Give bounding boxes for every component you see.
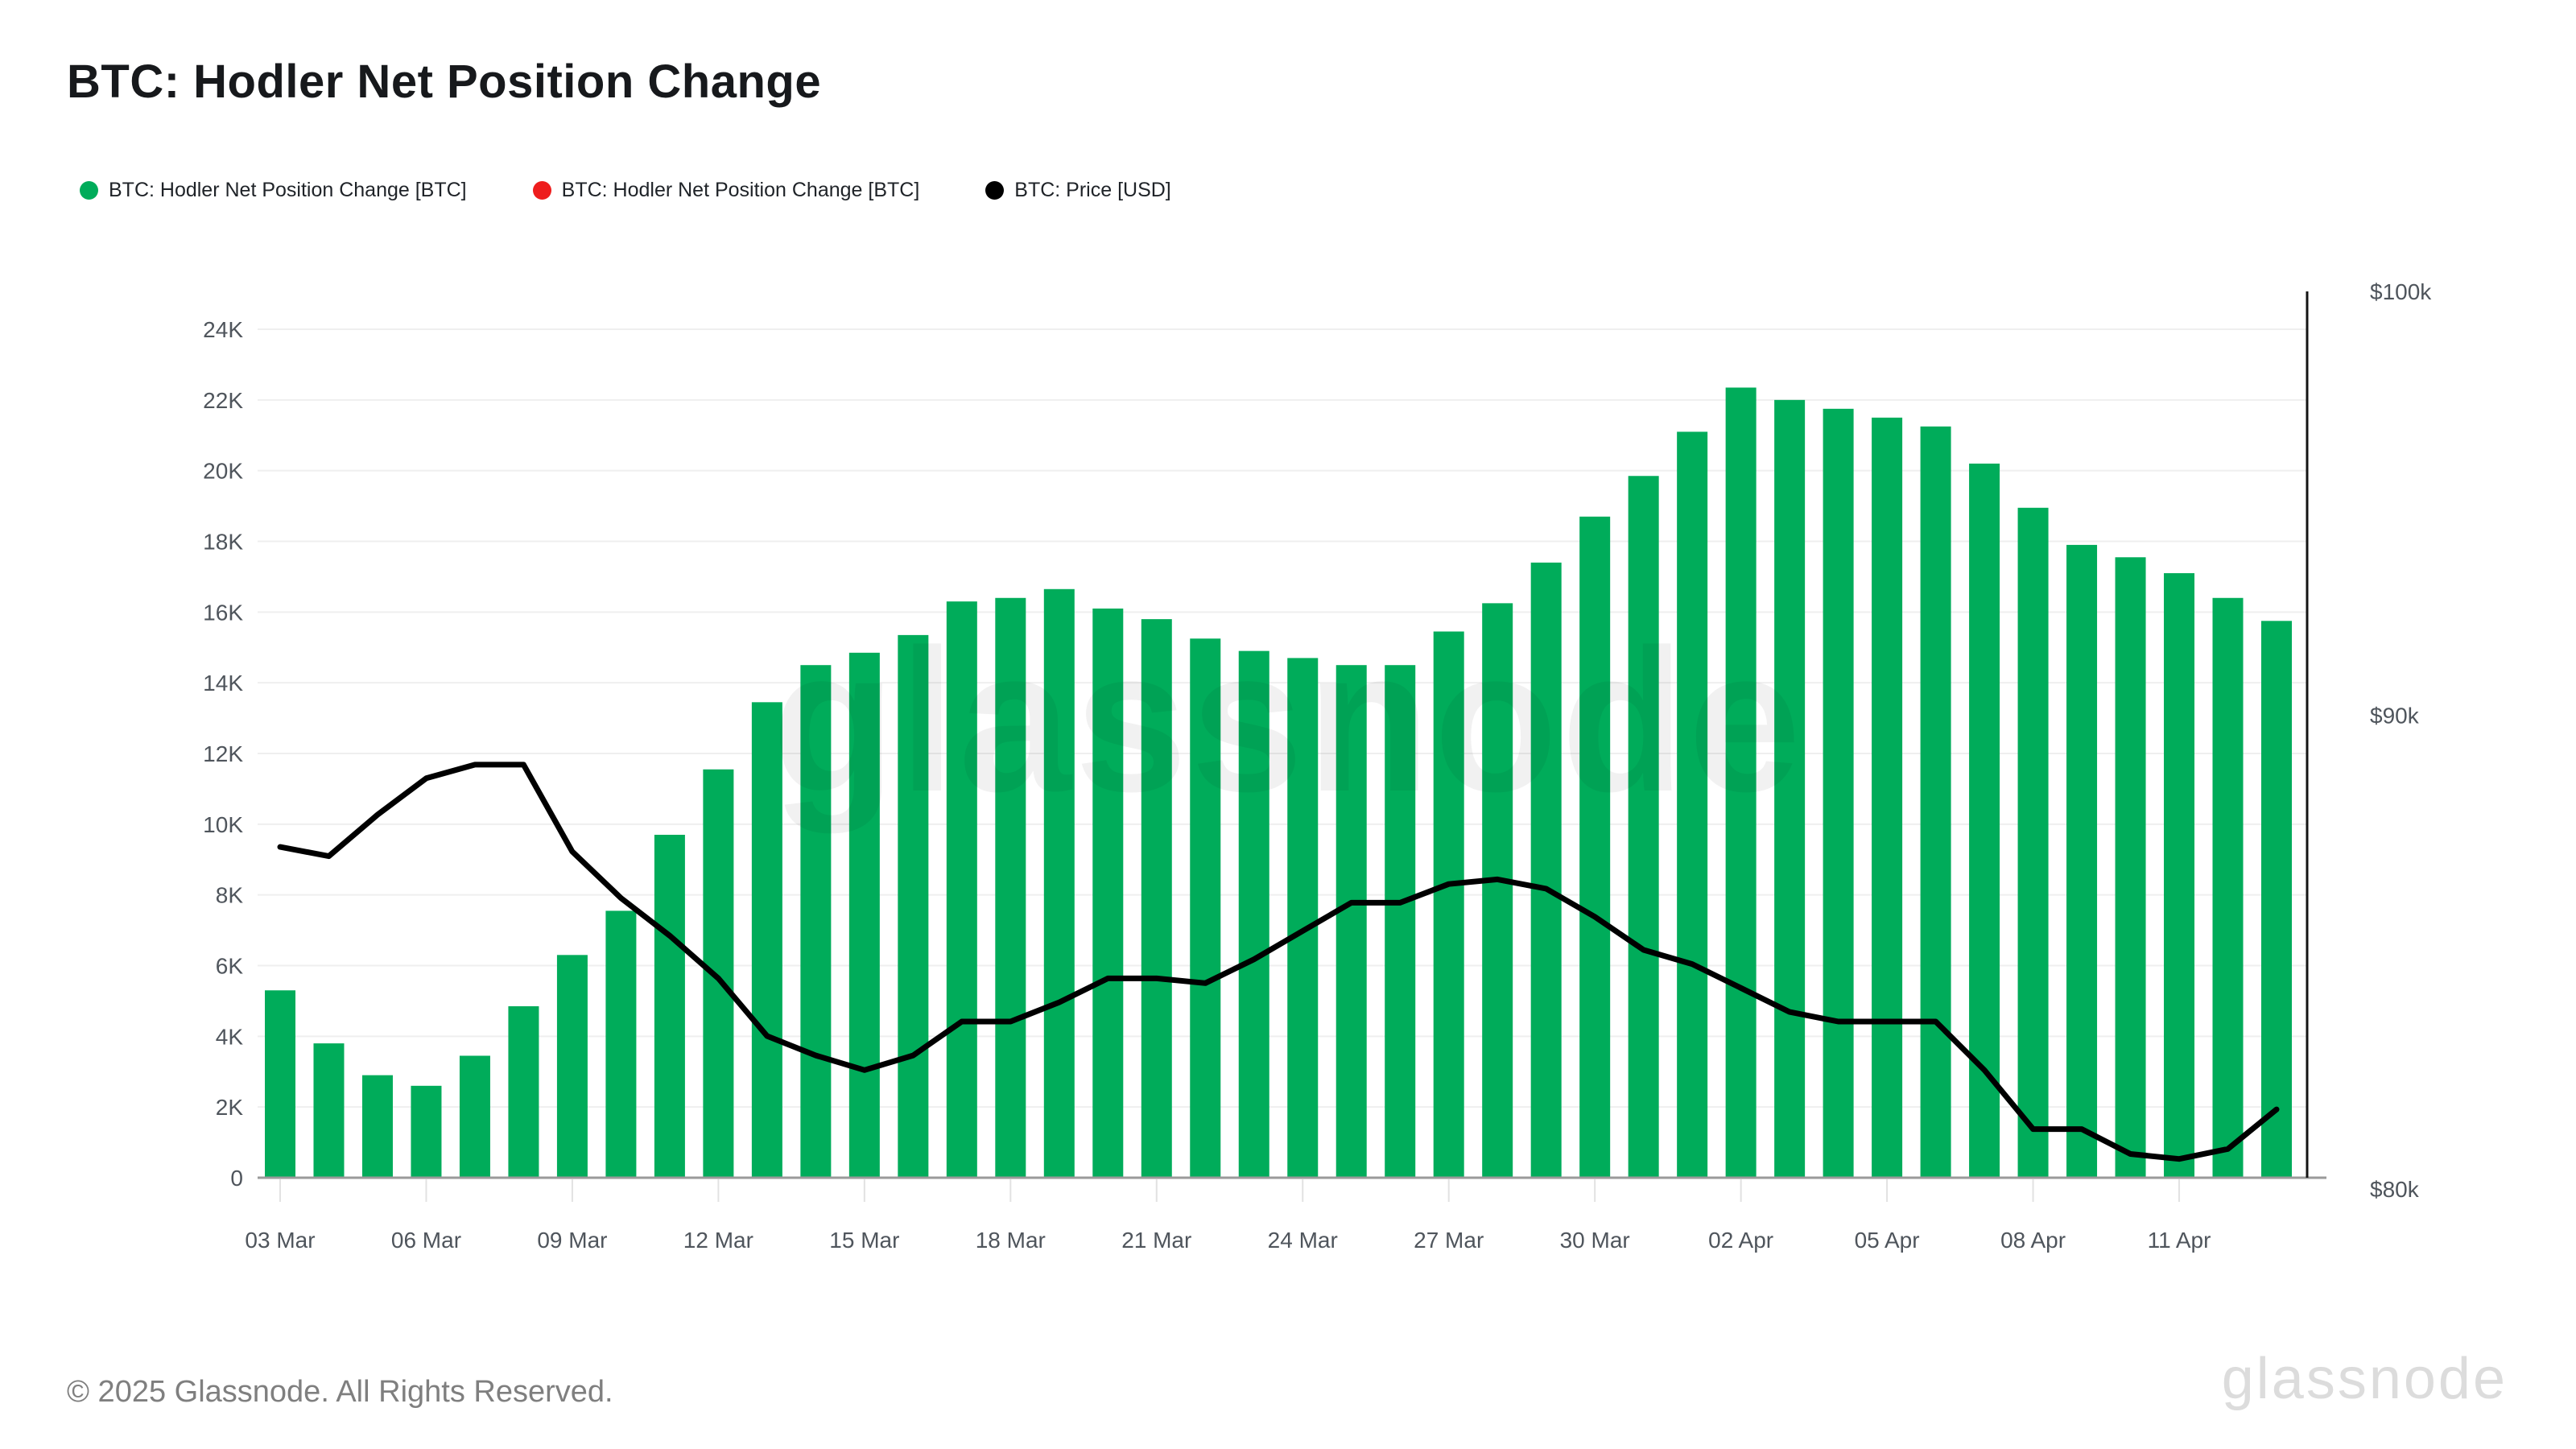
- svg-text:20K: 20K: [203, 459, 243, 484]
- hodler-bars: [265, 387, 2292, 1178]
- svg-text:08 Apr: 08 Apr: [2000, 1228, 2066, 1253]
- svg-text:$100k: $100k: [2370, 279, 2432, 304]
- legend-item-price[interactable]: BTC: Price [USD]: [985, 179, 1171, 202]
- red-dot-icon: [532, 181, 551, 200]
- svg-text:2K: 2K: [216, 1095, 244, 1120]
- svg-text:4K: 4K: [216, 1024, 244, 1049]
- page-title: BTC: Hodler Net Position Change: [67, 56, 822, 108]
- svg-text:12 Mar: 12 Mar: [683, 1228, 753, 1253]
- svg-text:24 Mar: 24 Mar: [1268, 1228, 1338, 1253]
- legend-item-hodler-red[interactable]: BTC: Hodler Net Position Change [BTC]: [532, 179, 920, 202]
- svg-text:03 Mar: 03 Mar: [245, 1228, 315, 1253]
- svg-text:18 Mar: 18 Mar: [976, 1228, 1046, 1253]
- legend-label: BTC: Hodler Net Position Change [BTC]: [561, 179, 920, 201]
- x-axis-labels: 03 Mar 06 Mar 09 Mar 12 Mar 15 Mar 18 Mar 21 M…: [245, 1228, 2211, 1253]
- svg-text:22K: 22K: [203, 388, 243, 413]
- black-dot-icon: [985, 181, 1005, 200]
- svg-text:8K: 8K: [216, 883, 244, 908]
- svg-text:21 Mar: 21 Mar: [1121, 1228, 1191, 1253]
- svg-text:05 Apr: 05 Apr: [1855, 1228, 1920, 1253]
- green-dot-icon: [80, 181, 98, 200]
- svg-text:27 Mar: 27 Mar: [1414, 1228, 1484, 1253]
- svg-text:18K: 18K: [203, 530, 243, 555]
- right-axis-labels: $80k $90k $100k: [2370, 279, 2432, 1202]
- legend-label: BTC: Price [USD]: [1014, 179, 1171, 201]
- svg-text:09 Mar: 09 Mar: [537, 1228, 607, 1253]
- svg-text:30 Mar: 30 Mar: [1560, 1228, 1630, 1253]
- svg-text:16K: 16K: [203, 600, 243, 625]
- gridlines: [258, 328, 2307, 1108]
- chart-legend: BTC: Hodler Net Position Change [BTC] BT…: [80, 179, 1171, 202]
- svg-text:12K: 12K: [203, 741, 243, 766]
- copyright-text: © 2025 Glassnode. All Rights Reserved.: [67, 1375, 613, 1409]
- svg-text:02 Apr: 02 Apr: [1708, 1228, 1773, 1253]
- svg-text:$80k: $80k: [2370, 1177, 2420, 1202]
- svg-text:14K: 14K: [203, 671, 243, 696]
- price-line: [277, 762, 2280, 1162]
- svg-text:$90k: $90k: [2370, 703, 2420, 728]
- svg-text:24K: 24K: [203, 317, 243, 342]
- left-axis-labels: 0 2K 4K 6K 8K 10K 12K 14K 16K 18K 20K 22K 24K: [203, 317, 243, 1191]
- x-tick-marks: [279, 1179, 2181, 1202]
- svg-text:6K: 6K: [216, 954, 244, 979]
- svg-text:11 Apr: 11 Apr: [2148, 1228, 2211, 1253]
- svg-text:0: 0: [230, 1166, 243, 1191]
- glassnode-logo: glassnode: [2221, 1347, 2508, 1411]
- legend-item-hodler-green[interactable]: BTC: Hodler Net Position Change [BTC]: [80, 179, 467, 202]
- svg-text:15 Mar: 15 Mar: [829, 1228, 899, 1253]
- svg-text:06 Mar: 06 Mar: [391, 1228, 461, 1253]
- legend-label: BTC: Hodler Net Position Change [BTC]: [109, 179, 467, 201]
- svg-text:10K: 10K: [203, 812, 243, 837]
